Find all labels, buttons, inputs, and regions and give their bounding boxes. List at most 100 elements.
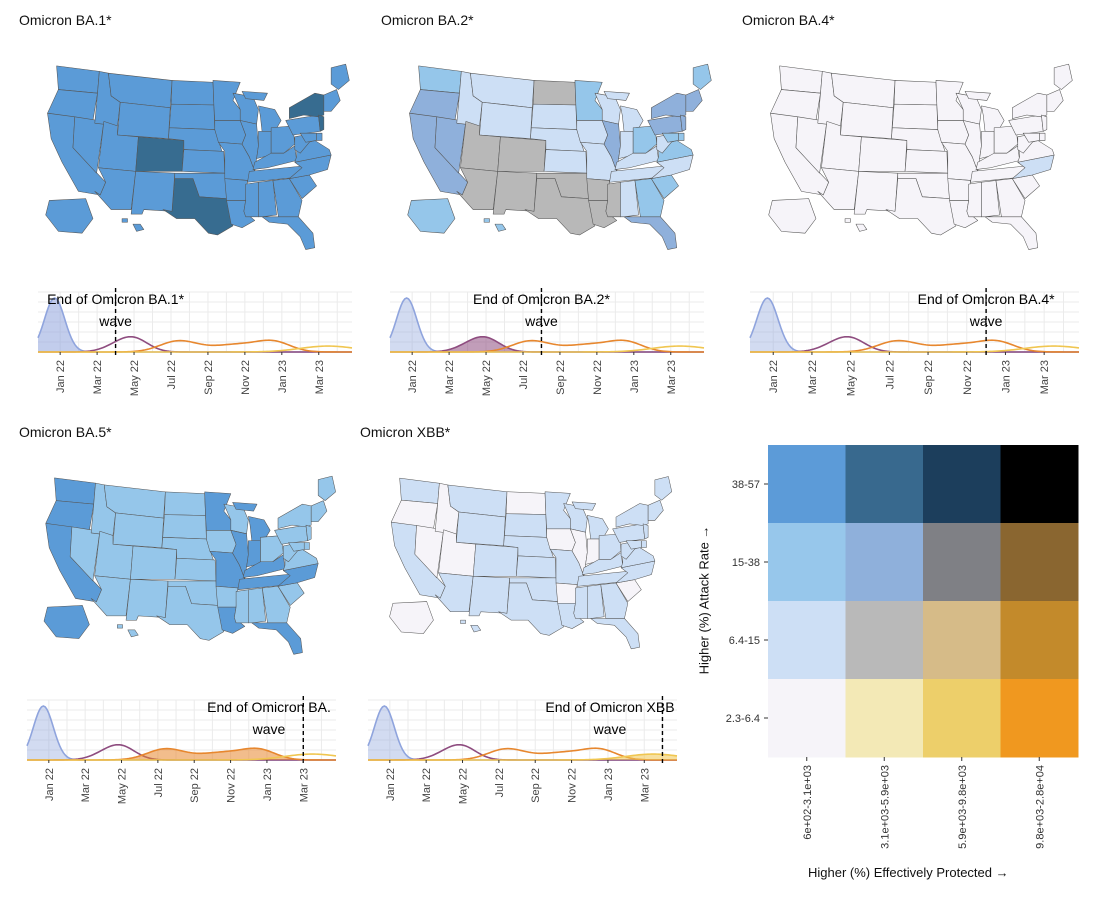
state-ga <box>262 585 291 624</box>
state-nd <box>164 491 206 516</box>
state-ia <box>214 120 246 145</box>
state-nv <box>795 116 828 174</box>
state-ne_reg <box>310 500 328 522</box>
panel-title-ba4: Omicron BA.4* <box>742 12 835 28</box>
state-ga <box>600 582 629 619</box>
state-nm <box>853 171 899 215</box>
state-in <box>256 131 272 159</box>
legend-cell <box>845 601 924 680</box>
panel-title-ba2: Omicron BA.2* <box>381 12 474 28</box>
legend-x-tick-label: 6e+02-3.1e+03 <box>802 765 814 840</box>
state-ak <box>768 198 817 234</box>
state-ak <box>389 601 434 634</box>
x-tick-label: Nov 22 <box>592 360 604 395</box>
x-tick-label: Mar 23 <box>666 360 678 394</box>
wave-label-line1: End of Omicron BA.4* <box>918 291 1056 307</box>
state-fl <box>251 622 303 655</box>
state-ak <box>407 198 456 234</box>
state-ks <box>543 149 588 174</box>
state-ky <box>614 145 659 170</box>
us-map-ba4 <box>768 63 1073 250</box>
state-md <box>661 132 679 143</box>
state-co <box>858 136 908 172</box>
x-tick-label: Nov 22 <box>226 768 238 803</box>
state-co <box>130 545 177 580</box>
wave-label-line2: wave <box>593 721 627 737</box>
state-ne_reg <box>323 89 341 112</box>
state-ks <box>174 557 217 582</box>
legend-y-axis-title: Higher (%) Attack Rate → <box>696 525 712 675</box>
x-tick-label: May 22 <box>458 768 470 804</box>
x-tick-label: May 22 <box>846 360 858 396</box>
state-nj <box>680 114 687 132</box>
timeseries-xbb: End of Omicron XBB wave Jan 22 Mar 22 May 22… <box>367 696 678 804</box>
legend-cell <box>1000 601 1079 680</box>
state-nm <box>492 171 538 215</box>
x-tick-label: Mar 22 <box>807 360 819 394</box>
state-wa <box>779 65 823 94</box>
wave-label-line2: wave <box>98 313 132 329</box>
state-me <box>692 63 712 90</box>
state-il <box>239 120 259 172</box>
state-md <box>1022 132 1040 143</box>
state-ar <box>215 585 239 608</box>
x-tick-label: Nov 22 <box>567 768 579 803</box>
state-tx <box>885 178 957 236</box>
state-nj <box>305 524 312 542</box>
state-nm <box>130 171 176 215</box>
state-ga <box>272 178 303 218</box>
state-ar <box>555 582 578 604</box>
state-il <box>962 120 982 172</box>
state-hi <box>117 624 139 638</box>
state-fl <box>623 216 678 250</box>
legend-cell <box>923 445 1001 524</box>
state-al <box>258 180 277 218</box>
x-tick-label: Mar 23 <box>298 768 310 802</box>
state-ar <box>947 178 971 201</box>
state-wa <box>399 477 440 504</box>
state-il <box>570 528 588 577</box>
panel-title-xbb: Omicron XBB* <box>360 424 451 440</box>
state-tx <box>156 585 225 641</box>
state-ga <box>634 178 665 218</box>
state-ar <box>586 178 610 201</box>
state-ia <box>937 120 969 145</box>
x-tick-label: Nov 22 <box>962 360 974 395</box>
state-ks <box>516 555 557 579</box>
state-il <box>230 530 249 580</box>
series-line-xbb <box>27 753 337 761</box>
state-md <box>299 132 317 143</box>
x-tick-label: May 22 <box>481 360 493 396</box>
series-line-xbb <box>38 345 353 353</box>
state-co <box>472 543 519 577</box>
legend-y-tick-label: 38-57 <box>732 479 760 491</box>
x-tick-label: Mar 22 <box>92 360 104 394</box>
series-area-ba1 <box>750 298 1079 352</box>
state-ia <box>576 120 608 145</box>
state-ks <box>181 149 226 174</box>
x-tick-label: Sep 22 <box>530 768 542 803</box>
x-tick-label: Sep 22 <box>923 360 935 395</box>
state-in <box>585 538 600 565</box>
state-md <box>288 542 305 552</box>
state-de <box>641 540 647 548</box>
legend-cell <box>768 445 846 524</box>
series-line-xbb <box>750 345 1080 353</box>
state-wa <box>418 65 462 94</box>
x-tick-label: Jul 22 <box>153 768 165 797</box>
x-tick-label: Jul 22 <box>884 360 896 389</box>
state-nd <box>170 80 215 106</box>
x-tick-label: Jul 22 <box>518 360 530 389</box>
wave-label-line2: wave <box>524 313 558 329</box>
x-tick-label: Sep 22 <box>189 768 201 803</box>
wave-label-line1: End of Omicron XBB <box>545 699 674 715</box>
state-tx <box>524 178 596 236</box>
x-tick-label: Jan 23 <box>629 360 641 393</box>
state-tx <box>162 178 234 236</box>
x-tick-label: Sep 22 <box>203 360 215 395</box>
legend-cell <box>768 601 846 680</box>
wave-label-line1: End of Omicron BA. <box>207 699 331 715</box>
state-ky <box>581 552 624 575</box>
state-ms <box>573 586 588 619</box>
wave-label-line1: End of Omicron BA.2* <box>473 291 611 307</box>
